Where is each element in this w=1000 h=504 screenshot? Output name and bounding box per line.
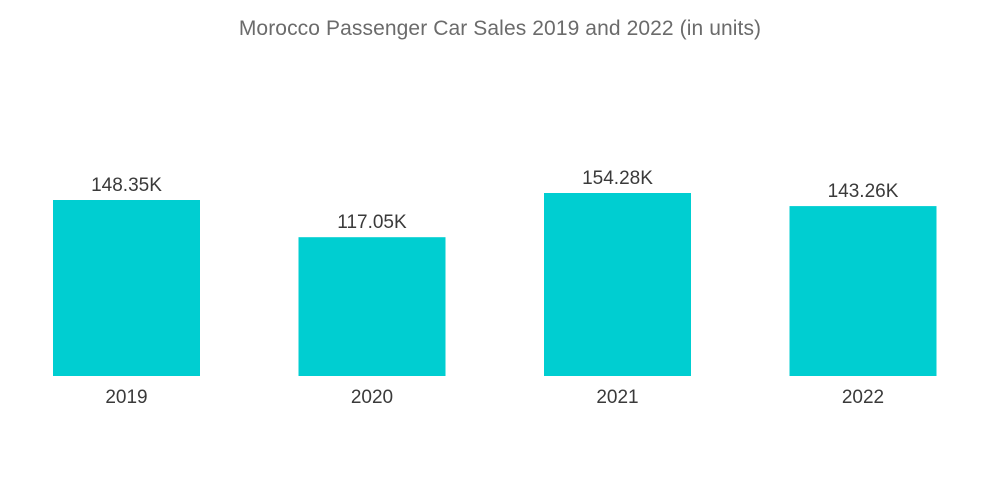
value-labels-layer: 148.35K 117.05K 154.28K 143.26K [91,168,899,233]
x-tick-label-2020: 2020 [351,387,393,408]
bar-2022 [789,206,937,376]
bar-2020 [298,237,446,376]
value-label-2022: 143.26K [828,181,899,202]
x-tick-labels-layer: 2019 2020 2021 2022 [105,387,884,408]
value-label-2021: 154.28K [582,168,653,189]
bar-2019 [53,200,200,376]
chart-title: Morocco Passenger Car Sales 2019 and 202… [238,17,762,40]
bar-2021 [544,193,691,376]
bars-layer [53,193,937,376]
value-label-2020: 117.05K [337,212,407,233]
x-tick-label-2019: 2019 [105,387,147,408]
value-label-2019: 148.35K [91,175,162,196]
x-tick-label-2021: 2021 [596,387,638,408]
x-tick-label-2022: 2022 [842,387,884,408]
